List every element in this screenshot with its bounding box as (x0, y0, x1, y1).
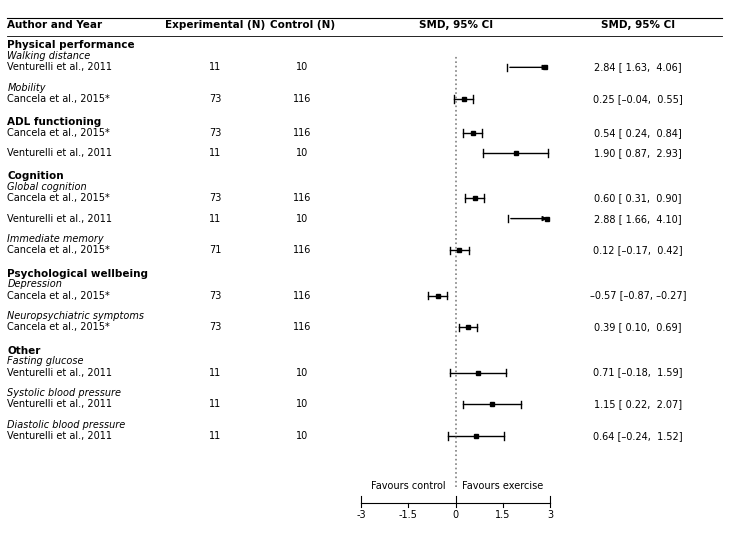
Text: 1.90 [ 0.87,  2.93]: 1.90 [ 0.87, 2.93] (594, 148, 682, 158)
Text: Venturelli et al., 2011: Venturelli et al., 2011 (7, 431, 112, 441)
Text: Experimental (N): Experimental (N) (165, 20, 265, 30)
Text: Fasting glucose: Fasting glucose (7, 356, 84, 366)
Text: Favours exercise: Favours exercise (462, 481, 544, 491)
Text: 11: 11 (209, 148, 221, 158)
Text: 0.39 [ 0.10,  0.69]: 0.39 [ 0.10, 0.69] (594, 322, 682, 333)
Text: Global cognition: Global cognition (7, 182, 87, 192)
Text: Venturelli et al., 2011: Venturelli et al., 2011 (7, 214, 112, 224)
Text: Diastolic blood pressure: Diastolic blood pressure (7, 420, 125, 430)
Text: Cancela et al., 2015*: Cancela et al., 2015* (7, 290, 110, 301)
Text: 116: 116 (293, 246, 312, 255)
Text: 73: 73 (209, 94, 221, 104)
Text: Venturelli et al., 2011: Venturelli et al., 2011 (7, 62, 112, 72)
Text: 10: 10 (297, 62, 308, 72)
Text: Physical performance: Physical performance (7, 41, 135, 50)
Text: 73: 73 (209, 193, 221, 203)
Text: Cancela et al., 2015*: Cancela et al., 2015* (7, 246, 110, 255)
Text: 116: 116 (293, 322, 312, 333)
Text: Venturelli et al., 2011: Venturelli et al., 2011 (7, 368, 112, 378)
Text: 0.64 [–0.24,  1.52]: 0.64 [–0.24, 1.52] (593, 431, 682, 441)
Text: Venturelli et al., 2011: Venturelli et al., 2011 (7, 148, 112, 158)
Text: -3: -3 (356, 510, 366, 520)
Text: 116: 116 (293, 193, 312, 203)
Text: 10: 10 (297, 368, 308, 378)
Text: –0.57 [–0.87, –0.27]: –0.57 [–0.87, –0.27] (590, 290, 686, 301)
Text: Systolic blood pressure: Systolic blood pressure (7, 388, 121, 398)
Text: 10: 10 (297, 399, 308, 409)
Text: 116: 116 (293, 290, 312, 301)
Text: 0.54 [ 0.24,  0.84]: 0.54 [ 0.24, 0.84] (594, 128, 682, 138)
Text: 116: 116 (293, 128, 312, 138)
Text: Venturelli et al., 2011: Venturelli et al., 2011 (7, 399, 112, 409)
Text: 10: 10 (297, 148, 308, 158)
Text: Neuropsychiatric symptoms: Neuropsychiatric symptoms (7, 311, 144, 321)
Text: Cancela et al., 2015*: Cancela et al., 2015* (7, 322, 110, 333)
Text: Mobility: Mobility (7, 83, 46, 93)
Text: Immediate memory: Immediate memory (7, 234, 104, 244)
Text: Cancela et al., 2015*: Cancela et al., 2015* (7, 128, 110, 138)
Text: 11: 11 (209, 62, 221, 72)
Text: Cancela et al., 2015*: Cancela et al., 2015* (7, 193, 110, 203)
Text: 0: 0 (453, 510, 459, 520)
Text: 71: 71 (209, 246, 221, 255)
Text: 2.88 [ 1.66,  4.10]: 2.88 [ 1.66, 4.10] (594, 214, 682, 224)
Text: 1.15 [ 0.22,  2.07]: 1.15 [ 0.22, 2.07] (594, 399, 682, 409)
Text: SMD, 95% CI: SMD, 95% CI (418, 20, 493, 30)
Text: 0.71 [–0.18,  1.59]: 0.71 [–0.18, 1.59] (593, 368, 682, 378)
Text: 116: 116 (293, 94, 312, 104)
Text: 11: 11 (209, 214, 221, 224)
Text: 73: 73 (209, 322, 221, 333)
Text: Cognition: Cognition (7, 172, 64, 181)
Text: 11: 11 (209, 431, 221, 441)
Text: Favours control: Favours control (371, 481, 445, 491)
Text: 0.12 [–0.17,  0.42]: 0.12 [–0.17, 0.42] (593, 246, 682, 255)
Text: 3: 3 (547, 510, 553, 520)
Text: Control (N): Control (N) (270, 20, 335, 30)
Text: -1.5: -1.5 (399, 510, 418, 520)
Text: 11: 11 (209, 368, 221, 378)
Text: Depression: Depression (7, 279, 62, 289)
Text: 0.60 [ 0.31,  0.90]: 0.60 [ 0.31, 0.90] (594, 193, 682, 203)
Text: 10: 10 (297, 214, 308, 224)
Text: 11: 11 (209, 399, 221, 409)
Text: Other: Other (7, 346, 41, 356)
Text: 0.25 [–0.04,  0.55]: 0.25 [–0.04, 0.55] (593, 94, 683, 104)
Text: Cancela et al., 2015*: Cancela et al., 2015* (7, 94, 110, 104)
Text: Psychological wellbeing: Psychological wellbeing (7, 269, 148, 279)
Text: SMD, 95% CI: SMD, 95% CI (601, 20, 675, 30)
Text: 73: 73 (209, 290, 221, 301)
Text: 73: 73 (209, 128, 221, 138)
Text: 2.84 [ 1.63,  4.06]: 2.84 [ 1.63, 4.06] (594, 62, 682, 72)
Text: 10: 10 (297, 431, 308, 441)
Text: Walking distance: Walking distance (7, 51, 90, 61)
Text: 1.5: 1.5 (495, 510, 511, 520)
Text: ADL functioning: ADL functioning (7, 117, 101, 128)
Text: Author and Year: Author and Year (7, 20, 102, 30)
